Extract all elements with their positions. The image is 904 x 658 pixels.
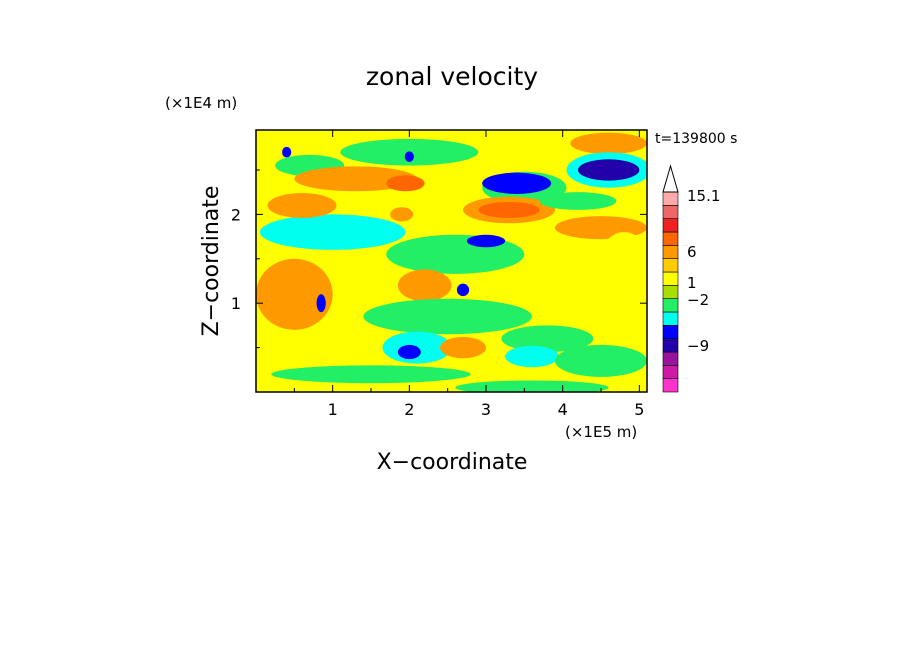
y-axis-label: Z−coordinate (199, 186, 224, 337)
colorbar-segment-12 (662, 218, 679, 233)
colorbar-segment-14 (662, 191, 679, 206)
x-unit-label: (×1E5 m) (565, 423, 637, 441)
colorbar-segment-1 (662, 365, 679, 379)
x-tick-label-3: 3 (481, 400, 491, 419)
colorbar-segment-11 (662, 231, 679, 246)
contour-patch-29 (282, 146, 292, 158)
contour-patch-20 (397, 344, 421, 360)
contour-patch-13 (259, 214, 406, 250)
contour-patch-16 (256, 258, 333, 330)
contour-patch-28 (456, 283, 470, 297)
contour-patch-33 (597, 232, 647, 304)
contour-patch-24 (555, 344, 647, 377)
x-tick-label-5: 5 (634, 400, 644, 419)
plot-frame (255, 129, 648, 393)
contour-patch-10 (539, 192, 617, 210)
colorbar-label-4: −9 (687, 337, 709, 355)
contour-patch-12 (466, 234, 506, 248)
contour-patch-21 (440, 336, 486, 359)
colorbar-segment-4 (662, 325, 679, 339)
contour-patch-17 (397, 269, 452, 302)
contour-patch-8 (478, 201, 540, 218)
colorbar: 15.1 6 1−2 −9 (662, 164, 720, 393)
chart-title: zonal velocity (366, 62, 538, 91)
contour-patch-15 (267, 193, 337, 218)
contour-patch-32 (390, 207, 414, 222)
contour-patch-23 (505, 345, 559, 368)
colorbar-extend-arrow (662, 164, 679, 193)
colorbar-segment-6 (662, 298, 679, 313)
contour-patch-18 (363, 298, 532, 335)
contour-patch-31 (386, 175, 425, 192)
colorbar-label-3: −2 (687, 291, 709, 309)
colorbar-segment-0 (662, 378, 679, 393)
colorbar-segment-7 (662, 285, 679, 299)
colorbar-segment-5 (662, 311, 679, 326)
contour-patch-14 (294, 166, 417, 192)
colorbar-label-0: 15.1 (687, 187, 720, 205)
colorbar-segment-10 (662, 245, 679, 259)
y-unit-label: (×1E4 m) (165, 94, 237, 112)
contour-patch-27 (316, 294, 326, 313)
contour-patch-22 (501, 325, 594, 353)
contour-patch-30 (404, 151, 414, 162)
colorbar-label-1: 6 (687, 243, 697, 261)
x-tick-label-2: 2 (404, 400, 414, 419)
x-tick-label-4: 4 (558, 400, 568, 419)
axis-ticks: 1 2 3 4 5 1 2 (231, 130, 647, 419)
time-label: t=139800 s (655, 131, 737, 147)
contour-field (256, 130, 647, 392)
x-tick-label-1: 1 (328, 400, 338, 419)
y-tick-label-2: 2 (231, 205, 241, 224)
colorbar-segment-13 (662, 205, 679, 219)
colorbar-segment-3 (662, 338, 679, 353)
contour-patch-4 (578, 159, 640, 181)
colorbar-segment-2 (662, 351, 679, 366)
colorbar-segment-8 (662, 271, 679, 286)
contour-patch-25 (271, 365, 471, 384)
contour-patch-6 (482, 172, 552, 194)
y-tick-label-1: 1 (231, 294, 241, 313)
colorbar-segment-9 (662, 258, 679, 273)
colorbar-label-2: 1 (687, 274, 697, 292)
contour-patch-26 (455, 380, 609, 392)
contour-patch-2 (570, 132, 647, 154)
x-axis-label: X−coordinate (377, 450, 528, 475)
